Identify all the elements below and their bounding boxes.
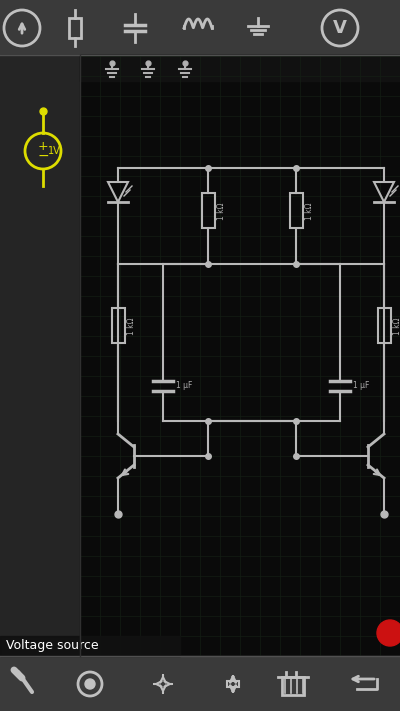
Bar — [69, 18, 81, 38]
Text: 1 kΩ: 1 kΩ — [305, 202, 314, 220]
Bar — [0, 55, 80, 656]
Text: +: + — [38, 139, 48, 152]
Circle shape — [85, 679, 95, 689]
Text: V: V — [333, 19, 347, 37]
Bar — [112, 308, 125, 343]
Circle shape — [377, 620, 400, 646]
Bar — [290, 193, 303, 228]
Bar — [202, 193, 215, 228]
Text: 1 kΩ: 1 kΩ — [127, 317, 136, 335]
Bar — [80, 55, 400, 81]
Text: 1V: 1V — [48, 146, 61, 156]
Text: −: − — [37, 149, 49, 163]
Text: 1 kΩ: 1 kΩ — [217, 202, 226, 220]
Text: 1 kΩ: 1 kΩ — [393, 317, 400, 335]
Bar — [0, 0, 400, 55]
Text: 1 µF: 1 µF — [353, 382, 369, 390]
Text: Voltage source: Voltage source — [6, 639, 99, 653]
Bar — [282, 677, 304, 695]
Bar — [378, 308, 391, 343]
Bar — [80, 55, 400, 656]
Bar — [227, 681, 239, 687]
Text: 1 µF: 1 µF — [176, 382, 192, 390]
Bar — [0, 636, 180, 656]
Bar — [0, 656, 400, 711]
